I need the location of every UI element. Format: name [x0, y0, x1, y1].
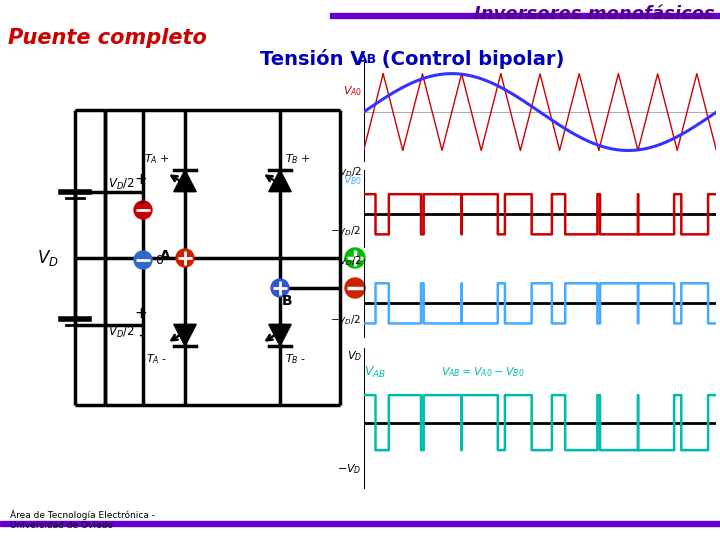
- Text: 0: 0: [155, 253, 163, 267]
- Text: +: +: [135, 172, 148, 187]
- Text: $v_D/2$: $v_D/2$: [339, 166, 362, 179]
- Text: $v_D/2$: $v_D/2$: [339, 255, 362, 268]
- Text: $T_A$ -: $T_A$ -: [146, 352, 168, 366]
- Circle shape: [176, 249, 194, 267]
- Circle shape: [271, 279, 289, 297]
- Text: $V_{B0}$: $V_{B0}$: [343, 173, 362, 187]
- Text: $V_D/2$: $V_D/2$: [108, 177, 135, 192]
- Text: $T_B$ +: $T_B$ +: [285, 152, 311, 166]
- Polygon shape: [174, 325, 196, 346]
- Text: $V_D$: $V_D$: [37, 248, 59, 268]
- Text: $V_D$: $V_D$: [346, 349, 362, 363]
- Text: B: B: [282, 294, 292, 308]
- Circle shape: [345, 248, 365, 268]
- Text: Puente completo: Puente completo: [8, 28, 207, 48]
- Polygon shape: [269, 325, 291, 346]
- Text: -: -: [138, 326, 144, 344]
- Text: Área de Tecnología Electrónica -
Universidad de Oviedo: Área de Tecnología Electrónica - Univers…: [10, 509, 155, 530]
- Text: $T_A$ +: $T_A$ +: [144, 152, 170, 166]
- Polygon shape: [174, 170, 196, 192]
- Text: AB: AB: [358, 53, 377, 66]
- Text: +: +: [135, 306, 148, 321]
- Circle shape: [134, 201, 152, 219]
- Circle shape: [134, 251, 152, 269]
- Text: $V_{AB}$: $V_{AB}$: [364, 365, 386, 380]
- Text: $T_B$ -: $T_B$ -: [285, 352, 307, 366]
- Polygon shape: [269, 170, 291, 192]
- Text: $V_{AB}=V_{A0}-V_{B0}$: $V_{AB}=V_{A0}-V_{B0}$: [441, 365, 525, 379]
- Text: -: -: [138, 193, 144, 211]
- Text: Tensión V: Tensión V: [260, 50, 365, 69]
- Text: $-v_D/2$: $-v_D/2$: [330, 313, 362, 327]
- Text: $V_D/2$: $V_D/2$: [108, 325, 135, 340]
- Text: A: A: [161, 249, 171, 263]
- Bar: [330, 13, 720, 18]
- Text: $V_{A0}$: $V_{A0}$: [343, 84, 362, 98]
- Text: Inversores monofásicos: Inversores monofásicos: [474, 5, 715, 23]
- Text: $-V_D$: $-V_D$: [337, 462, 362, 476]
- Text: $-v_D/2$: $-v_D/2$: [330, 224, 362, 238]
- Circle shape: [345, 278, 365, 298]
- Bar: [0, 521, 720, 526]
- Text: (Control bipolar): (Control bipolar): [375, 50, 564, 69]
